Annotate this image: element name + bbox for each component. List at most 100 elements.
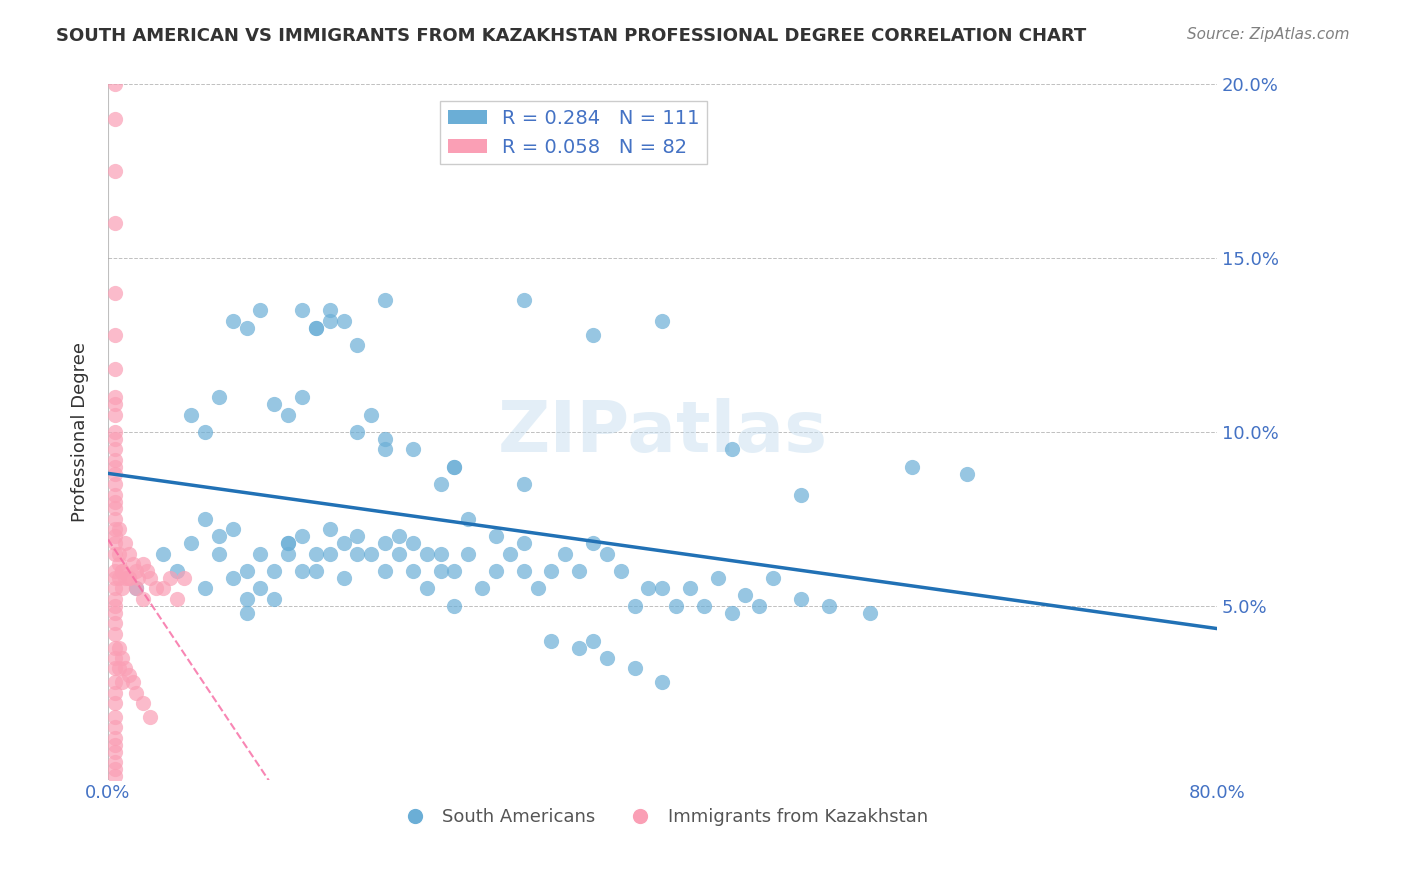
Point [305, 564, 328, 578]
Point [104, 494, 127, 508]
Point [104, 762, 127, 776]
Point [194, 582, 217, 596]
Point [180, 536, 202, 550]
Point [104, 467, 127, 481]
Point [651, 582, 673, 596]
Point [762, 571, 785, 585]
Point [319, 303, 342, 318]
Point [249, 582, 271, 596]
Point [332, 314, 354, 328]
Point [402, 564, 425, 578]
Point [108, 661, 131, 675]
Point [104, 459, 127, 474]
Point [111, 582, 134, 596]
Point [263, 591, 285, 606]
Point [127, 571, 149, 585]
Point [277, 547, 299, 561]
Point [166, 564, 188, 578]
Point [402, 442, 425, 457]
Point [173, 571, 195, 585]
Point [104, 78, 127, 92]
Legend: South Americans, Immigrants from Kazakhstan: South Americans, Immigrants from Kazakhs… [389, 801, 935, 833]
Point [623, 599, 645, 613]
Point [513, 564, 536, 578]
Point [118, 571, 141, 585]
Point [114, 536, 136, 550]
Point [291, 564, 314, 578]
Point [471, 582, 494, 596]
Point [540, 564, 562, 578]
Point [104, 501, 127, 516]
Point [748, 599, 770, 613]
Point [346, 529, 368, 543]
Point [104, 731, 127, 745]
Point [108, 557, 131, 571]
Point [291, 390, 314, 404]
Point [291, 529, 314, 543]
Point [457, 512, 479, 526]
Text: ZIPatlas: ZIPatlas [498, 398, 827, 467]
Point [346, 338, 368, 352]
Point [790, 591, 813, 606]
Point [346, 425, 368, 439]
Point [956, 467, 979, 481]
Point [568, 640, 591, 655]
Point [623, 661, 645, 675]
Point [416, 582, 439, 596]
Point [540, 633, 562, 648]
Point [596, 651, 619, 665]
Point [360, 408, 382, 422]
Point [111, 564, 134, 578]
Point [104, 487, 127, 501]
Point [263, 397, 285, 411]
Point [104, 112, 127, 127]
Point [122, 675, 145, 690]
Point [194, 425, 217, 439]
Point [104, 738, 127, 752]
Point [159, 571, 181, 585]
Point [693, 599, 716, 613]
Point [222, 314, 245, 328]
Point [443, 459, 465, 474]
Point [900, 459, 922, 474]
Point [319, 522, 342, 536]
Point [104, 756, 127, 770]
Point [108, 571, 131, 585]
Point [720, 606, 742, 620]
Point [104, 425, 127, 439]
Point [138, 571, 160, 585]
Point [582, 536, 605, 550]
Point [104, 696, 127, 710]
Point [104, 571, 127, 585]
Point [104, 432, 127, 446]
Point [651, 675, 673, 690]
Point [104, 564, 127, 578]
Point [104, 640, 127, 655]
Point [122, 557, 145, 571]
Point [485, 564, 508, 578]
Point [429, 564, 451, 578]
Point [332, 571, 354, 585]
Point [222, 522, 245, 536]
Point [138, 710, 160, 724]
Point [108, 640, 131, 655]
Point [388, 529, 411, 543]
Point [145, 582, 167, 596]
Point [596, 547, 619, 561]
Point [208, 547, 231, 561]
Point [111, 675, 134, 690]
Point [360, 547, 382, 561]
Point [720, 442, 742, 457]
Point [108, 522, 131, 536]
Point [277, 536, 299, 550]
Point [637, 582, 659, 596]
Point [499, 547, 522, 561]
Point [388, 547, 411, 561]
Point [443, 564, 465, 578]
Point [104, 591, 127, 606]
Point [104, 453, 127, 467]
Point [111, 564, 134, 578]
Point [131, 591, 153, 606]
Y-axis label: Professional Degree: Professional Degree [72, 342, 89, 522]
Point [104, 626, 127, 640]
